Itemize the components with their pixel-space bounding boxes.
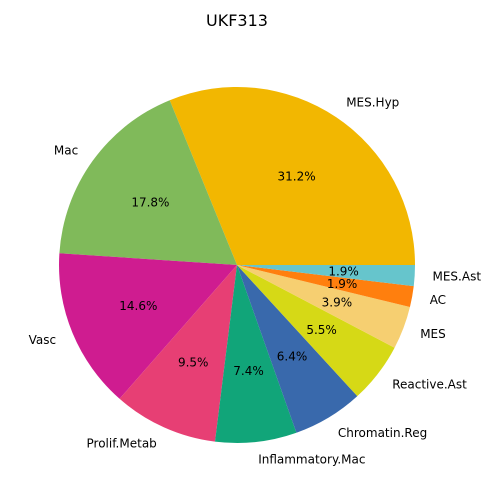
slice-pct-vasc: 14.6%: [119, 299, 157, 313]
slice-label-chromatin-reg: Chromatin.Reg: [338, 426, 427, 440]
slice-label-vasc: Vasc: [29, 333, 56, 347]
pie-slice-vasc: [59, 253, 238, 399]
pie-slice-ac: [237, 265, 414, 308]
slice-pct-mes-hyp: 31.2%: [278, 169, 316, 183]
slice-pct-prolif-metab: 9.5%: [178, 355, 209, 369]
pie-slice-mes: [237, 265, 410, 348]
pie-slice-mes-ast: [237, 265, 416, 287]
slice-label-mes-ast: MES.Ast: [433, 270, 482, 284]
pie-slice-inflammatory-mac: [214, 265, 297, 443]
pie-slice-chromatin-reg: [237, 265, 358, 433]
slice-label-mac: Mac: [54, 144, 78, 158]
pie-slice-prolif-metab: [119, 265, 237, 442]
slice-label-mes: MES: [420, 327, 446, 341]
slice-pct-mes: 3.9%: [322, 296, 353, 310]
slice-label-prolif-metab: Prolif.Metab: [87, 437, 157, 451]
pie-slice-reactive-ast: [237, 265, 395, 397]
slice-pct-mes-ast: 1.9%: [328, 264, 359, 278]
pie-slices: [59, 86, 416, 443]
slice-pct-reactive-ast: 5.5%: [306, 323, 337, 337]
chart-title: UKF313: [206, 11, 268, 30]
slice-pct-mac: 17.8%: [131, 196, 169, 210]
slice-pct-chromatin-reg: 6.4%: [277, 350, 308, 364]
pie-slice-mes-hyp: [169, 86, 415, 265]
slice-pct-ac: 1.9%: [327, 277, 358, 291]
slice-label-inflammatory-mac: Inflammatory.Mac: [258, 453, 365, 467]
pie-slice-mac: [59, 100, 237, 265]
slice-label-reactive-ast: Reactive.Ast: [392, 377, 467, 391]
slice-pct-inflammatory-mac: 7.4%: [233, 364, 264, 378]
slice-label-ac: AC: [430, 293, 446, 307]
slice-label-mes-hyp: MES.Hyp: [346, 96, 399, 110]
pie-labels: MES.Hyp 31.2% Mac 17.8% Vasc 14.6% Prolif.Meta…: [29, 96, 482, 467]
